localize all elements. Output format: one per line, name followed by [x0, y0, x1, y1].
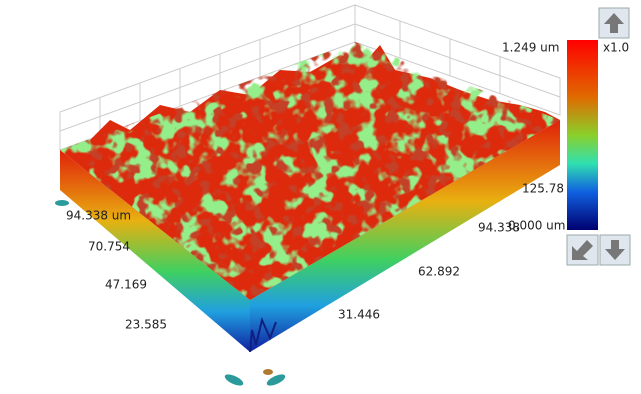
- x-tick-label: 31.446: [338, 308, 380, 322]
- surface-viewer: 94.338 um 70.754 47.169 23.585 31.446 62…: [0, 0, 641, 394]
- y-tick-label: 70.754: [88, 240, 130, 254]
- down-button[interactable]: [600, 235, 630, 265]
- colorbar-scale-label: x1.0: [603, 41, 629, 55]
- page: 94.338 um 70.754 47.169 23.585 31.446 62…: [0, 0, 641, 394]
- colorbar-max-label: 1.249 um: [502, 41, 559, 55]
- y-tick-label: 47.169: [105, 278, 147, 292]
- up-button[interactable]: [599, 8, 629, 38]
- reset-button[interactable]: [567, 235, 598, 265]
- x-tick-label: 62.892: [418, 265, 460, 279]
- y-tick-label: 23.585: [125, 318, 167, 332]
- y-tick-label: 94.338 um: [66, 209, 131, 223]
- colorbar-min-label: 0.000 um: [508, 219, 565, 233]
- colorbar: [567, 40, 598, 230]
